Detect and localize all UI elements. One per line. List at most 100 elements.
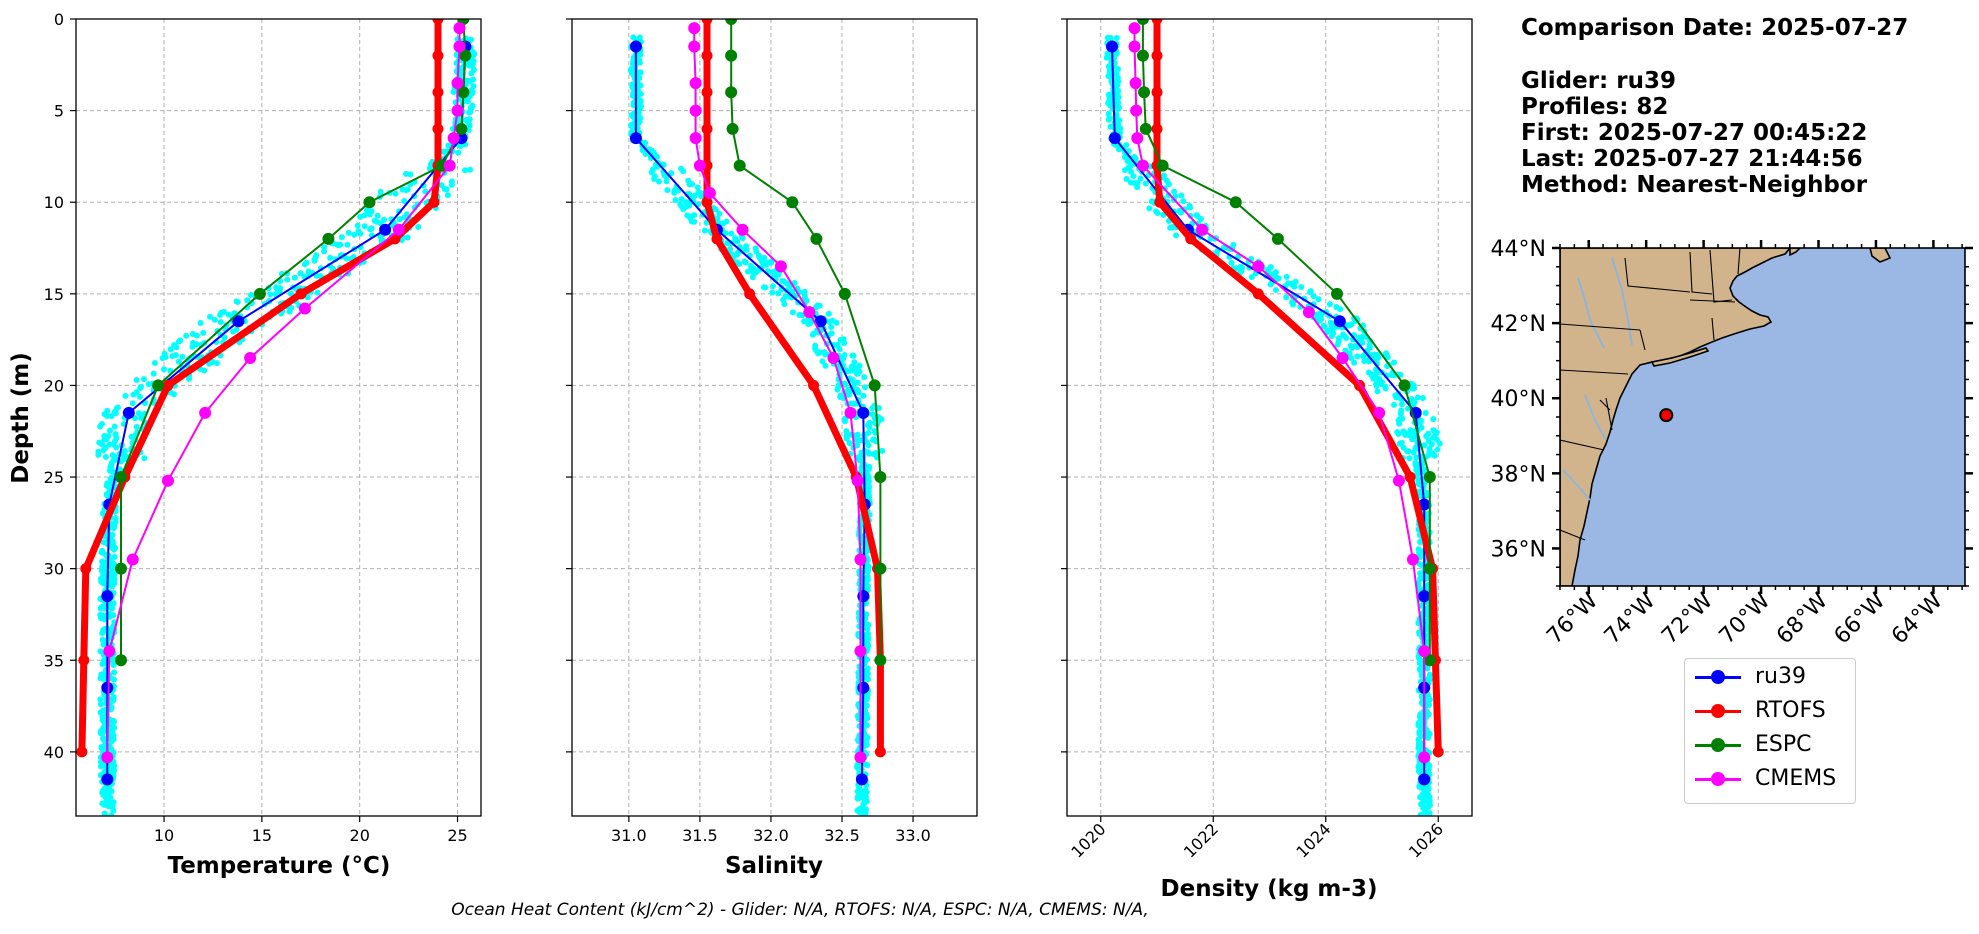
observation-point	[470, 83, 477, 90]
observation-point	[648, 169, 655, 176]
observation-point	[854, 736, 861, 743]
observation-point	[111, 580, 118, 587]
observation-point	[1357, 336, 1364, 343]
observation-point	[1320, 322, 1327, 329]
observation-point	[343, 255, 350, 262]
series-point	[457, 86, 470, 99]
series-point	[1418, 773, 1431, 786]
observation-point	[724, 240, 731, 247]
series-cmems	[1128, 22, 1431, 764]
observation-point	[1398, 439, 1405, 446]
observation-point	[1127, 168, 1134, 175]
observation-point	[1419, 799, 1426, 806]
observation-point	[111, 669, 118, 676]
series-point	[1373, 406, 1386, 419]
series-point	[1302, 306, 1315, 319]
observation-point	[1365, 369, 1372, 376]
observation-point	[1397, 410, 1404, 417]
observation-point	[1394, 429, 1401, 436]
series-point	[101, 773, 114, 786]
observation-point	[1415, 477, 1422, 484]
observation-point	[112, 438, 119, 445]
observation-point	[373, 218, 380, 225]
observation-point	[1107, 35, 1114, 42]
series-point	[443, 159, 456, 172]
observation-point	[764, 259, 771, 266]
series-point	[1336, 351, 1349, 364]
observation-point	[819, 358, 826, 365]
observation-point	[1134, 179, 1141, 186]
observation-point	[1416, 655, 1423, 662]
observation-point	[655, 178, 662, 185]
observation-point	[345, 229, 352, 236]
series-point	[689, 77, 702, 90]
observation-point	[1374, 369, 1381, 376]
series-point	[854, 645, 867, 658]
salinity-panel: 31.0 31.5 32.0 32.5 33.0	[566, 18, 978, 845]
observation-point	[98, 727, 105, 734]
observation-point	[173, 344, 180, 351]
observation-point	[138, 414, 145, 421]
observation-point	[401, 197, 408, 204]
observation-point	[113, 444, 120, 451]
y-tick-label: 5	[54, 102, 64, 121]
observation-point	[851, 364, 858, 371]
observation-point	[1107, 95, 1114, 102]
observation-point	[854, 712, 861, 719]
observation-point	[664, 187, 671, 194]
observation-point	[1103, 54, 1110, 61]
observation-point	[1146, 205, 1153, 212]
observation-point	[1131, 153, 1138, 160]
observation-point	[1343, 334, 1350, 341]
observation-point	[680, 168, 687, 175]
map-lon-label: 64°W	[1887, 588, 1948, 649]
observation-point	[850, 352, 857, 359]
observation-point	[96, 439, 103, 446]
observation-point	[812, 342, 819, 349]
series-point	[725, 49, 738, 62]
comparison-date: Comparison Date: 2025-07-27	[1521, 15, 1909, 41]
observation-point	[108, 812, 115, 816]
observation-point	[1123, 175, 1130, 182]
observation-point	[672, 196, 679, 203]
map-lat-label: 42°N	[1491, 312, 1546, 337]
series-line	[730, 19, 882, 661]
observation-point	[800, 318, 807, 325]
observation-point	[851, 359, 858, 366]
interpolation-method: Method: Nearest-Neighbor	[1521, 172, 1868, 198]
series-point	[725, 19, 738, 25]
observation-point	[467, 36, 474, 43]
y-tick-label: 30	[44, 560, 64, 579]
series-point	[744, 288, 756, 300]
legend-item-cmems: CMEMS	[1695, 765, 1855, 795]
observation-point	[327, 254, 334, 261]
observation-point	[110, 600, 117, 607]
series-point	[1131, 132, 1144, 145]
series-point	[453, 22, 466, 35]
observation-point	[846, 440, 853, 447]
observation-point	[829, 317, 836, 324]
observation-point	[812, 347, 819, 354]
map-lat-label: 40°N	[1491, 387, 1546, 412]
observation-point	[728, 230, 735, 237]
observation-point	[651, 175, 658, 182]
temperature-panel: 10 15 20 25 0 5 10 15 20 25 30 35 40	[44, 10, 482, 845]
observation-point	[321, 244, 328, 251]
observation-point	[401, 214, 408, 221]
observation-point	[1422, 410, 1429, 417]
observation-point	[849, 377, 856, 384]
observation-point	[197, 319, 204, 326]
observation-point	[470, 52, 477, 59]
observation-point	[311, 256, 318, 263]
observation-point	[1391, 359, 1398, 366]
observation-point	[1106, 115, 1113, 122]
observation-point	[1430, 427, 1437, 434]
observation-point	[1307, 289, 1314, 296]
series-point	[1252, 288, 1264, 300]
observation-point	[108, 460, 115, 467]
series-point	[115, 471, 127, 484]
observation-point	[172, 352, 179, 359]
legend: ru39 RTOFS ESPC CMEMS	[1684, 658, 1856, 804]
observation-point	[1194, 213, 1201, 220]
observation-point	[100, 641, 107, 648]
